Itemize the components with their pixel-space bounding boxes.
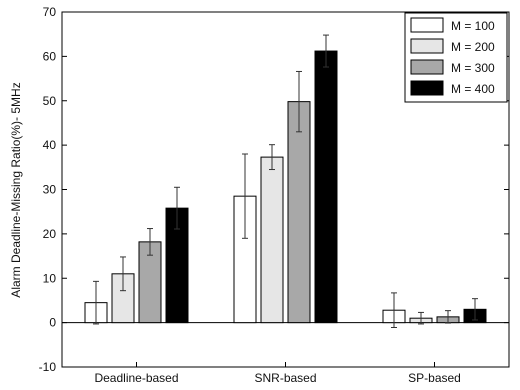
legend-swatch — [410, 80, 444, 96]
y-tick-label: 60 — [43, 49, 57, 63]
y-tick-label: 30 — [43, 183, 57, 197]
x-tick-label: Deadline-based — [94, 371, 178, 385]
bar — [260, 156, 284, 324]
legend-swatch — [410, 38, 444, 54]
legend-swatch — [410, 17, 444, 33]
y-tick-label: 70 — [43, 5, 57, 19]
legend-label: M = 400 — [451, 82, 495, 96]
x-tick-label: SP-based — [408, 371, 461, 385]
y-tick-label: 50 — [43, 94, 57, 108]
x-tick-label: SNR-based — [254, 371, 316, 385]
y-tick-label: 40 — [43, 138, 57, 152]
y-tick-label: 0 — [49, 316, 56, 330]
y-tick-label: 20 — [43, 227, 57, 241]
y-tick-label: -10 — [39, 360, 57, 374]
y-tick-label: 10 — [43, 271, 57, 285]
legend-label: M = 300 — [451, 61, 495, 75]
bar — [314, 50, 338, 324]
legend-label: M = 100 — [451, 19, 495, 33]
legend-swatch — [410, 59, 444, 75]
bar — [287, 101, 311, 324]
y-axis-title: Alarm Deadline-Missing Ratio(%)- 5MHz — [9, 82, 23, 297]
legend-label: M = 200 — [451, 40, 495, 54]
